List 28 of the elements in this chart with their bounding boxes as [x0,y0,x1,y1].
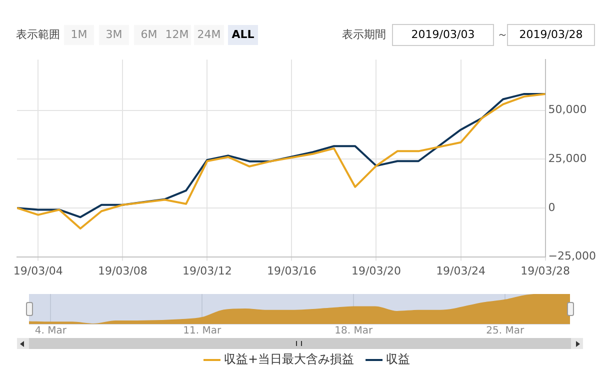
x-tick-label: 19/03/24 [436,264,486,278]
y-tick-label: 25,000 [548,152,587,166]
text: 24M [194,25,224,45]
text: 2019/03/28 [507,24,595,46]
text: 12M [163,25,191,45]
x-tick-label: 11. Mar [183,326,222,337]
x-tick-label: 25. Mar [486,326,525,337]
x-tick-label: 19/03/20 [352,264,401,278]
x-tick-label: 18. Mar [334,326,374,337]
x-tick-label: 19/03/16 [267,264,316,278]
y-tick-label: 0 [548,200,556,214]
text: 表示期間 [342,27,386,43]
text: 表示範囲 [16,27,60,43]
text: ～ [497,27,508,43]
text: 1M [64,25,94,45]
text: ALL [228,25,258,45]
x-tick-label: 19/03/12 [182,264,232,278]
x-tick-label: 19/03/04 [13,264,63,278]
text: 3M [99,25,129,45]
y-tick-label: 50,000 [548,103,587,116]
text: 2019/03/03 [392,24,494,46]
x-tick-label: 4. Mar [34,326,68,337]
x-tick-label: 19/03/28 [520,264,570,278]
legend-label: 収益+当日最大含み損益 [224,352,354,366]
legend-label: 収益 [386,352,410,366]
y-tick-label: −25,000 [548,250,596,263]
text: 6M [134,25,164,45]
x-tick-label: 19/03/08 [98,264,148,278]
